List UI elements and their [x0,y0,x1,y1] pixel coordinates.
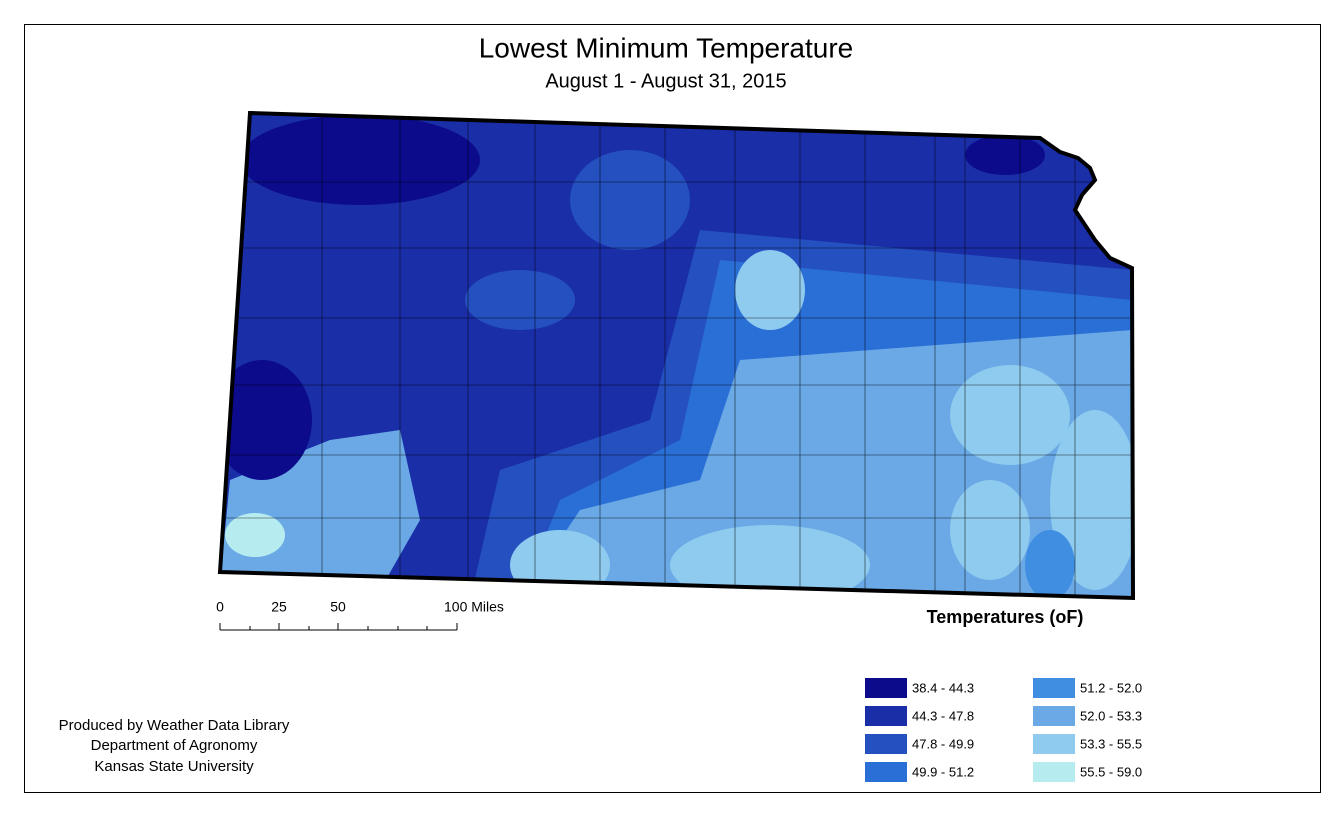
legend-label: 38.4 - 44.3 [912,680,974,695]
scale-bar: 0 25 50 100 Miles [216,599,504,631]
legend-label: 49.9 - 51.2 [912,764,974,779]
legend-label: 47.8 - 49.9 [912,736,974,751]
legend-label: 55.5 - 59.0 [1080,764,1142,779]
legend-swatch [865,734,907,754]
legend-swatch [865,762,907,782]
county-lines [220,113,1133,598]
region [1025,530,1075,598]
state-outline [217,110,1136,601]
legend: 38.4 - 44.3 44.3 - 47.8 47.8 - 49.9 49.9 - … [865,678,1142,782]
legend-swatch [1033,762,1075,782]
region [220,360,312,480]
scale-label: 100 Miles [444,599,504,615]
region [570,150,690,250]
legend-label: 53.3 - 55.5 [1080,736,1142,751]
legend-label: 52.0 - 53.3 [1080,708,1142,723]
frame [24,24,1321,793]
scale-label: 50 [330,599,346,615]
scale-label: 0 [216,599,224,615]
region [965,135,1045,175]
credit-line: Kansas State University [94,758,254,775]
credit-line: Produced by Weather Data Library [59,717,290,734]
legend-swatch [1033,734,1075,754]
region [225,513,285,557]
map-subtitle: August 1 - August 31, 2015 [545,70,786,92]
legend-title: Temperatures (oF) [927,607,1084,627]
map-title: Lowest Minimum Temperature [479,32,854,63]
legend-swatch [865,678,907,698]
region [510,530,610,598]
legend-swatch [1033,706,1075,726]
region [670,525,870,598]
legend-swatch [1033,678,1075,698]
legend-label: 51.2 - 52.0 [1080,680,1142,695]
scale-ticks [219,623,458,630]
legend-label: 44.3 - 47.8 [912,708,974,723]
region [950,365,1070,465]
scale-label: 25 [271,599,287,615]
region [735,250,805,330]
credit-line: Department of Agronomy [91,737,258,754]
region [240,115,480,205]
region [950,480,1030,580]
region [465,270,575,330]
temperature-map [220,113,1133,598]
legend-swatch [865,706,907,726]
